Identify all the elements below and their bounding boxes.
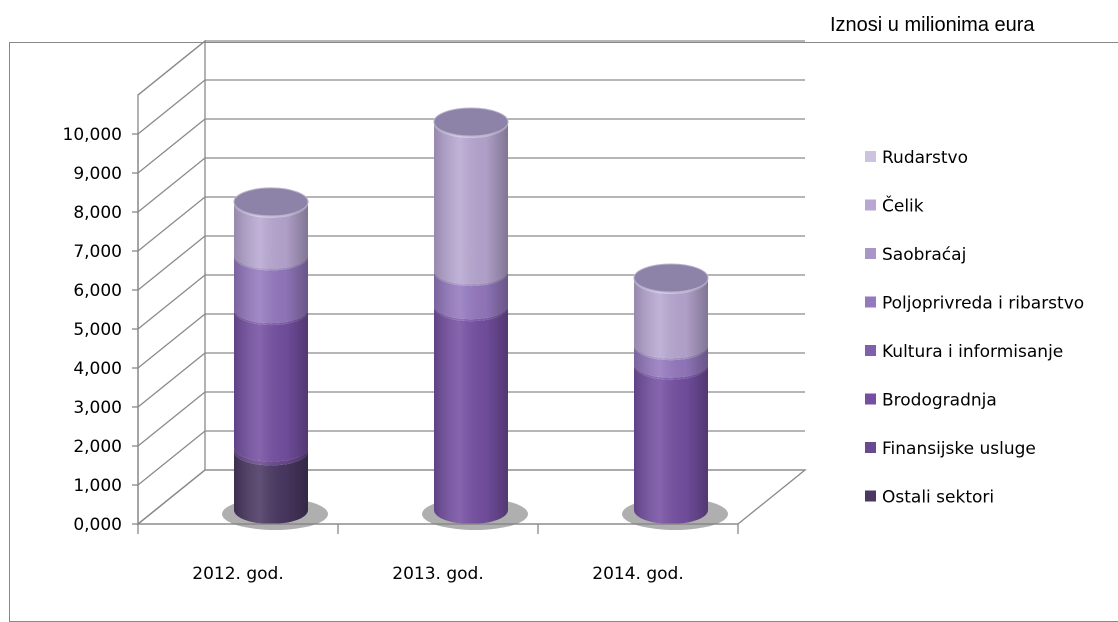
legend-label: Poljoprivreda i ribarstvo <box>882 294 1084 314</box>
legend-item: Poljoprivreda i ribarstvo <box>865 294 1084 314</box>
y-axis: 0,000 1,000 2,000 3,000 4,000 5,000 6,000 7,000… <box>63 125 139 535</box>
x-tick-label: 2013. god. <box>392 564 483 584</box>
gridline <box>137 391 805 447</box>
gridline <box>137 118 805 174</box>
legend-item: Rudarstvo <box>865 148 968 168</box>
y-tick-label: 10,000 <box>63 125 122 145</box>
y-tick-label: 3,000 <box>73 398 122 418</box>
y-tick-label: 9,000 <box>73 164 122 184</box>
y-tick-label: 2,000 <box>73 437 122 457</box>
bar-top <box>433 107 509 137</box>
legend-item: Kultura i informisanje <box>865 342 1063 362</box>
bar-shading <box>434 121 508 524</box>
gridline <box>137 235 805 291</box>
legend-swatch <box>865 393 876 405</box>
legend-item: Finansijske usluge <box>865 439 1036 459</box>
legend-swatch <box>865 442 876 453</box>
y-tick-label: 6,000 <box>73 281 122 301</box>
y-tick-label: 0,000 <box>73 515 122 535</box>
gridline <box>137 274 805 330</box>
y-tick-label: 7,000 <box>73 242 122 262</box>
legend-label: Kultura i informisanje <box>882 342 1063 362</box>
x-tick-label: 2012. god. <box>192 564 283 584</box>
unit-note: Iznosi u milionima eura <box>830 14 1035 36</box>
legend-swatch <box>865 151 876 162</box>
legend-item: Brodogradnja <box>865 391 997 411</box>
gridline <box>137 430 805 486</box>
gridline <box>137 79 805 135</box>
legend-swatch <box>865 199 876 211</box>
bars <box>222 107 728 530</box>
y-tick-label: 1,000 <box>73 476 122 496</box>
legend-swatch <box>865 490 876 502</box>
legend-swatch <box>865 248 876 259</box>
x-tick-label: 2014. god. <box>592 564 683 584</box>
bar-top <box>233 187 309 217</box>
cylinder <box>622 263 728 530</box>
legend-label: Čelik <box>882 195 924 217</box>
legend-swatch <box>865 345 876 356</box>
gridline <box>137 196 805 252</box>
legend-label: Ostali sektori <box>882 488 994 508</box>
gridline <box>137 352 805 408</box>
gridline <box>137 40 805 96</box>
bar-top <box>633 263 709 293</box>
legend: Rudarstvo Čelik Saobraćaj Poljoprivreda i r… <box>865 148 1084 508</box>
cylinder <box>422 107 528 530</box>
legend-label: Saobraćaj <box>882 245 966 265</box>
y-tick-label: 5,000 <box>73 320 122 340</box>
y-tick-label: 4,000 <box>73 359 122 379</box>
legend-swatch <box>865 296 876 308</box>
gridline <box>137 469 805 525</box>
legend-item: Čelik <box>865 195 924 217</box>
gridline <box>137 157 805 213</box>
legend-label: Brodogradnja <box>882 391 997 411</box>
legend-label: Rudarstvo <box>882 148 968 168</box>
y-tick-label: 8,000 <box>73 203 122 223</box>
legend-item: Saobraćaj <box>865 245 966 265</box>
bar-shading <box>634 277 708 524</box>
x-axis: 2012. god. 2013. god. 2014. god. <box>137 523 739 584</box>
legend-item: Ostali sektori <box>865 488 994 508</box>
legend-label: Finansijske usluge <box>882 439 1036 459</box>
cylinder <box>222 187 328 530</box>
bar-shading <box>234 201 308 524</box>
gridline <box>137 313 805 369</box>
gridlines <box>137 40 805 525</box>
